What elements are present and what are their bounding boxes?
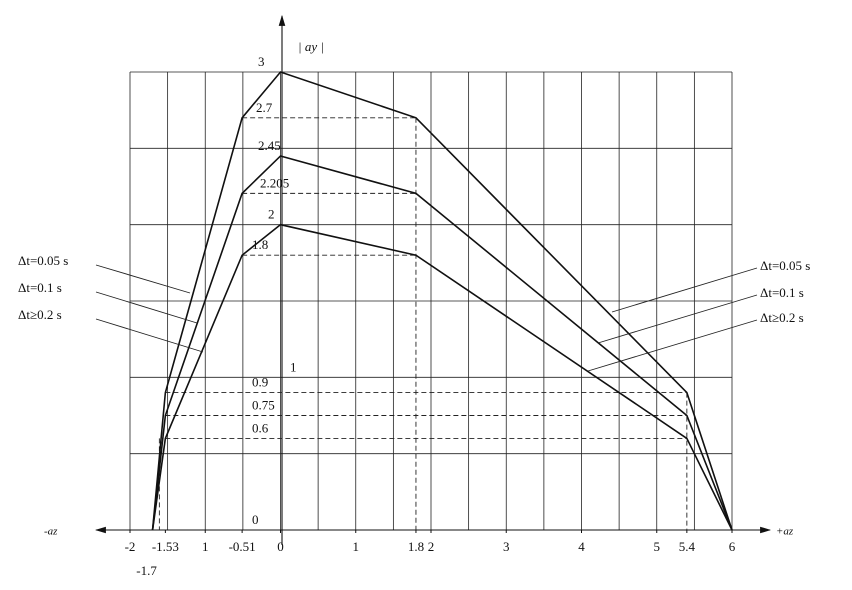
x-tick-label: 1.8 bbox=[408, 539, 424, 554]
leader-line bbox=[611, 267, 758, 313]
y-tick-label: 0.9 bbox=[252, 375, 268, 390]
legend-label: Δt=0.1 s bbox=[760, 285, 804, 300]
y-tick-label: 1.8 bbox=[252, 237, 268, 252]
grid bbox=[129, 71, 733, 531]
x-tick-label: 3 bbox=[503, 539, 510, 554]
x-tick-label: -1.53 bbox=[152, 539, 179, 554]
x-axis-label-right: +az bbox=[776, 526, 794, 538]
leader-line bbox=[95, 264, 191, 294]
x-tick-label: 4 bbox=[578, 539, 585, 554]
x-tick-label: 0 bbox=[277, 539, 284, 554]
series-line bbox=[151, 223, 733, 531]
y-tick-label: 1 bbox=[290, 359, 297, 374]
x-tick-label: 5 bbox=[654, 539, 661, 554]
leader-line bbox=[597, 294, 758, 344]
y-tick-label: 2 bbox=[268, 207, 275, 222]
leader-line bbox=[95, 318, 204, 353]
leader-line bbox=[95, 291, 198, 324]
series-line bbox=[151, 71, 733, 531]
x-tick-label: -1.7 bbox=[136, 563, 157, 578]
legend-label: Δt=0.1 s bbox=[18, 280, 62, 295]
legend-label: Δt=0.05 s bbox=[760, 258, 810, 273]
x-axis-label-left: -az bbox=[44, 526, 58, 538]
y-tick-label: 0.75 bbox=[252, 397, 275, 412]
y-tick-label: 2.45 bbox=[258, 138, 281, 153]
x-tick-label: 5.4 bbox=[679, 539, 696, 554]
legend-label: Δt≥0.2 s bbox=[18, 307, 62, 322]
leader-line bbox=[587, 319, 758, 372]
y-tick-label: 2.205 bbox=[260, 175, 289, 190]
x-tick-label: -0.51 bbox=[229, 539, 256, 554]
legend-label: Δt=0.05 s bbox=[18, 253, 68, 268]
y-tick-label: 2.7 bbox=[256, 100, 273, 115]
x-tick-label: -2 bbox=[125, 539, 136, 554]
y-tick-label: 0 bbox=[252, 512, 259, 527]
x-tick-label: 1 bbox=[202, 539, 209, 554]
legend-label: Δt≥0.2 s bbox=[760, 310, 804, 325]
y-tick-label: 0.6 bbox=[252, 420, 269, 435]
series-line bbox=[151, 155, 733, 531]
x-tick-label: 2 bbox=[428, 539, 435, 554]
x-tick-label: 1 bbox=[353, 539, 360, 554]
y-tick-label: 3 bbox=[258, 54, 265, 69]
y-axis-label: | ay | bbox=[298, 39, 324, 54]
x-tick-label: 6 bbox=[729, 539, 736, 554]
